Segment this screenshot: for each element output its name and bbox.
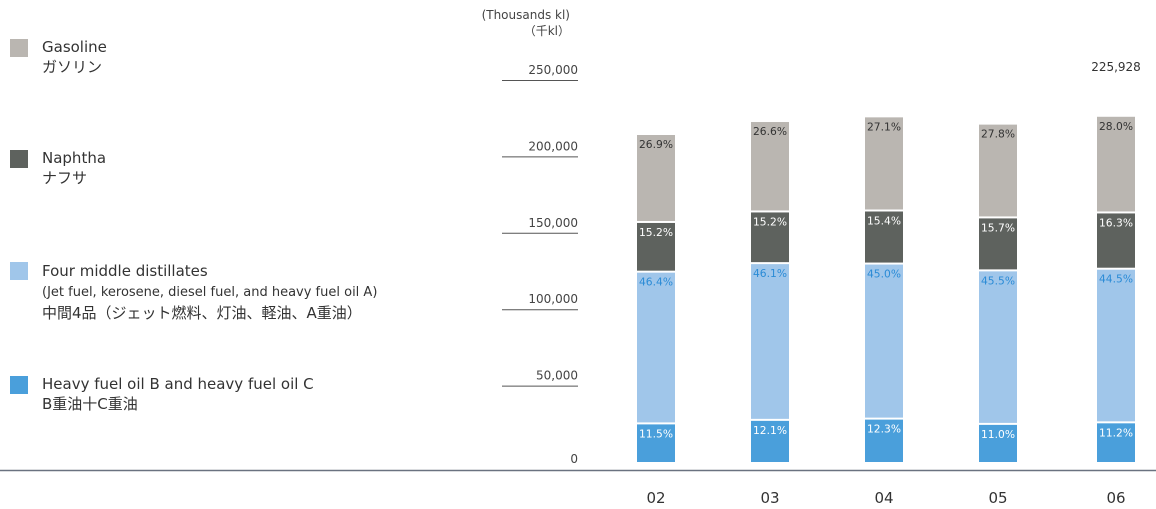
x-tick-label: 02 [646,489,665,507]
bar-segment [751,122,789,211]
legend-swatch-naphtha [10,150,28,168]
bar-segment [1097,423,1135,462]
data-label: 27.8% [981,128,1015,141]
legend-swatch-middle-distillates [10,262,28,280]
y-tick-label: 100,000 [528,292,578,306]
data-label: 11.0% [981,428,1015,441]
bar-segment [637,222,675,271]
bar-segment [751,212,789,263]
bar-segment [979,271,1017,423]
bar-segment [865,419,903,462]
data-label: 26.9% [639,138,673,151]
data-label: 28.0% [1099,120,1133,133]
y-tick-label: 150,000 [528,216,578,230]
bar-segment [979,218,1017,270]
total-label: 225,928 [1091,60,1141,74]
x-tick-label: 05 [988,489,1007,507]
legend-swatch-gasoline [10,39,28,57]
data-label: 46.4% [639,276,673,289]
y-tick-label: 250,000 [528,63,578,77]
data-label: 15.7% [981,221,1015,234]
y-tick-label: 50,000 [536,369,578,383]
bar-segment [637,424,675,462]
unit-label-en: (Thousands kl) [481,8,570,22]
bar-segment [1097,213,1135,268]
legend-label-gasoline-ja: ガソリン [42,58,103,76]
data-label: 12.1% [753,424,787,437]
y-tick-label: 0 [570,452,578,466]
data-label: 16.3% [1099,216,1133,229]
data-label: 15.2% [639,226,673,239]
data-label: 15.4% [867,215,901,228]
bar-segment [751,420,789,462]
legend-label-naphtha-en: Naphtha [42,149,107,167]
bar-segment [751,264,789,419]
legend-label-naphtha-ja: ナフサ [42,169,88,187]
data-label: 46.1% [753,267,787,280]
data-label: 44.5% [1099,273,1133,286]
unit-label: (Thousands kl) （千kl） [440,8,570,39]
data-label: 45.5% [981,274,1015,287]
bar-segment [637,272,675,423]
legend-label-heavy-fuel-en: Heavy fuel oil B and heavy fuel oil C [42,375,314,393]
bar-segment [979,424,1017,462]
bar-segment [865,117,903,210]
bar-segment [637,135,675,221]
bar-segment [1097,269,1135,422]
data-label: 27.1% [867,120,901,133]
legend-label-middle-distillates-en: Four middle distillates [42,262,208,280]
bar-segment [979,124,1017,217]
data-label: 11.2% [1099,426,1133,439]
legend-label-heavy-fuel-ja: B重油十C重油 [42,395,138,413]
bar-segment [1097,116,1135,212]
x-tick-label: 06 [1106,489,1125,507]
legend-swatch-heavy-fuel [10,376,28,394]
x-tick-label: 03 [760,489,779,507]
data-label: 11.5% [639,427,673,440]
data-label: 26.6% [753,125,787,138]
bar-segment [865,211,903,263]
data-label: 15.2% [753,215,787,228]
legend-label-middle-distillates-ja: 中間4品（ジェット燃料、灯油、軽油、A重油） [42,304,362,322]
y-tick-label: 200,000 [528,139,578,153]
data-label: 45.0% [867,268,901,281]
legend-label-middle-distillates-sub: (Jet fuel, kerosene, diesel fuel, and he… [42,285,378,300]
bar-segment [865,264,903,418]
data-label: 12.3% [867,423,901,436]
legend-label-gasoline-en: Gasoline [42,38,107,56]
x-tick-label: 04 [874,489,893,507]
unit-label-ja: （千kl） [523,24,570,38]
